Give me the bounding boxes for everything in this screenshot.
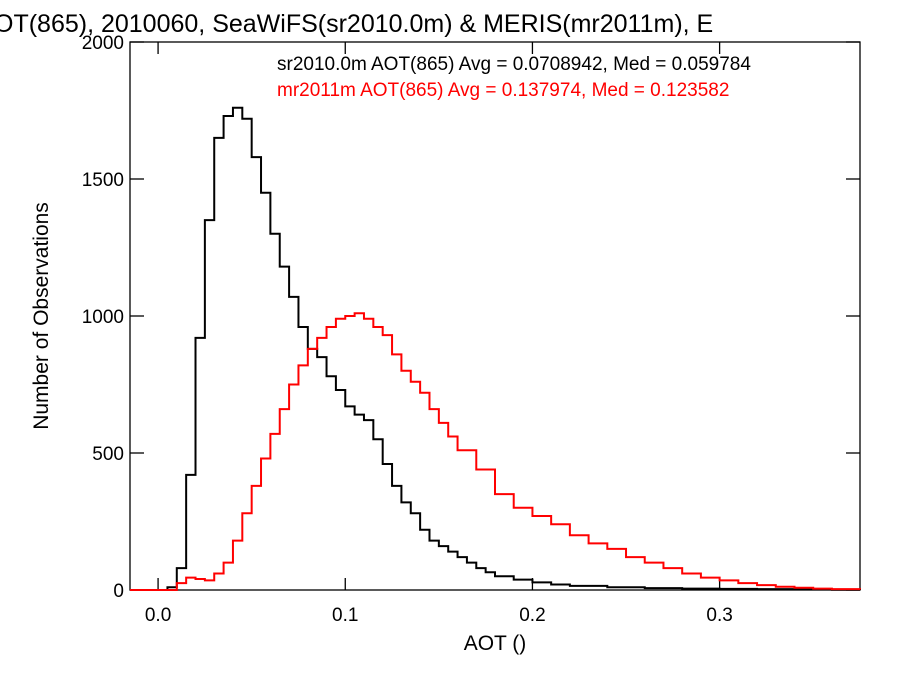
x-tick-label: 0.3 (706, 605, 732, 626)
x-tick-label: 0.1 (332, 605, 358, 626)
x-axis-label: AOT () (464, 632, 527, 655)
series-layer (130, 106, 861, 591)
x-axis: 0.0 0.1 0.2 0.3 (145, 42, 733, 626)
y-axis: 0 500 1000 1500 2000 (82, 33, 860, 602)
y-tick-label: 2000 (82, 33, 124, 54)
series-red-histogram (130, 312, 861, 591)
y-tick-label: 1500 (82, 170, 124, 191)
x-tick-label: 0.0 (145, 605, 171, 626)
y-axis-label: Number of Observations (30, 202, 53, 430)
plot-frame (129, 41, 861, 591)
annotation-red-series-stats: mr2011m AOT(865) Avg = 0.137974, Med = 0… (277, 80, 729, 101)
x-tick-label: 0.2 (519, 605, 545, 626)
chart-title: OT(865), 2010060, SeaWiFS(sr2010.0m) & M… (0, 10, 713, 38)
y-tick-label: 0 (113, 581, 124, 602)
series-black-histogram (130, 106, 861, 591)
y-tick-label: 1000 (82, 307, 124, 328)
annotation-black-series-stats: sr2010.0m AOT(865) Avg = 0.0708942, Med … (277, 54, 751, 75)
y-tick-label: 500 (92, 444, 124, 465)
